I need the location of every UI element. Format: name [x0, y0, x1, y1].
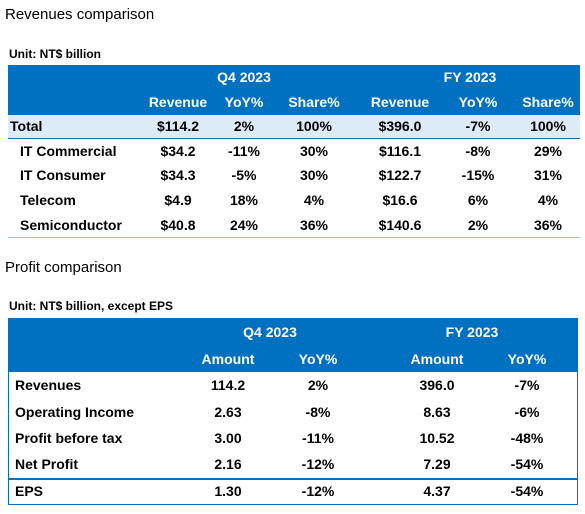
column-header: YoY% — [458, 93, 498, 110]
eps-separator — [8, 478, 578, 480]
column-header: Amount — [410, 350, 464, 367]
cell-value: 30% — [299, 167, 329, 184]
cell-value: -7% — [465, 118, 491, 135]
cell-value: -8% — [305, 404, 331, 421]
cell-value: -48% — [510, 430, 544, 447]
table-header-bg — [8, 318, 578, 372]
column-header: Revenue — [370, 93, 430, 110]
row-label: Revenues — [15, 377, 82, 394]
column-header: YoY% — [298, 350, 338, 367]
row-label: EPS — [15, 483, 44, 500]
table-bottom-line — [8, 237, 580, 238]
cell-value: $396.0 — [378, 118, 422, 135]
column-header: Share% — [288, 93, 340, 110]
group-header: FY 2023 — [443, 69, 497, 85]
cell-value: $114.2 — [156, 118, 200, 135]
row-label: Telecom — [20, 192, 76, 209]
cell-value: 31% — [533, 167, 563, 184]
cell-value: 7.29 — [423, 456, 451, 473]
row-label: Total — [10, 118, 43, 135]
cell-value: $40.8 — [160, 216, 196, 233]
cell-value: -11% — [302, 430, 334, 447]
cell-value: $116.1 — [378, 142, 422, 159]
cell-value: -11% — [228, 142, 260, 159]
cell-value: 114.2 — [210, 377, 246, 394]
unit-note: Unit: NT$ billion — [9, 47, 101, 61]
column-header: Revenue — [148, 93, 208, 110]
cell-value: 29% — [533, 142, 563, 159]
group-header: Q4 2023 — [243, 323, 297, 340]
cell-value: -12% — [301, 483, 335, 500]
cell-value: 24% — [229, 216, 259, 233]
row-label: Semiconductor — [20, 216, 122, 233]
table-header-bg — [8, 65, 580, 114]
group-header: FY 2023 — [445, 323, 499, 340]
group-header: Q4 2023 — [217, 69, 271, 85]
total-row-bg — [8, 114, 580, 139]
cell-value: 6% — [467, 192, 489, 209]
cell-value: 1.30 — [214, 483, 242, 500]
cell-value: 4.37 — [423, 483, 451, 500]
cell-value: 30% — [299, 142, 329, 159]
cell-value: -15% — [461, 167, 495, 184]
cell-value: 2.16 — [214, 456, 242, 473]
row-label: Profit before tax — [15, 430, 123, 447]
section-title: Profit comparison — [5, 259, 122, 276]
cell-value: 36% — [533, 216, 563, 233]
cell-value: $34.2 — [160, 142, 196, 159]
cell-value: -54% — [510, 483, 544, 500]
cell-value: 3.00 — [214, 430, 242, 447]
cell-value: 2.63 — [214, 404, 242, 421]
section-title: Revenues comparison — [5, 6, 155, 23]
cell-value: $34.3 — [160, 167, 196, 184]
cell-value: -7% — [514, 377, 540, 394]
cell-value: -8% — [465, 142, 491, 159]
cell-value: 100% — [530, 118, 566, 135]
column-header: YoY% — [507, 350, 547, 367]
cell-value: 10.52 — [419, 430, 455, 447]
cell-value: 100% — [296, 118, 332, 135]
cell-value: 8.63 — [423, 404, 451, 421]
cell-value: -5% — [231, 167, 257, 184]
cell-value: $140.6 — [378, 216, 422, 233]
column-header: Share% — [522, 93, 574, 110]
cell-value: -12% — [301, 456, 335, 473]
row-label: Net Profit — [15, 456, 78, 473]
cell-value: 36% — [299, 216, 329, 233]
cell-value: $4.9 — [164, 192, 192, 209]
row-label: IT Commercial — [20, 142, 117, 159]
row-label: IT Consumer — [20, 167, 106, 184]
unit-note: Unit: NT$ billion, except EPS — [9, 299, 174, 313]
cell-value: 2% — [233, 118, 255, 135]
column-header: Amount — [201, 350, 255, 367]
column-header: YoY% — [224, 93, 264, 110]
cell-value: 2% — [467, 216, 489, 233]
cell-value: $16.6 — [382, 192, 418, 209]
cell-value: 396.0 — [419, 377, 455, 394]
row-label: Operating Income — [15, 404, 135, 421]
cell-value: 2% — [307, 377, 329, 394]
cell-value: -54% — [510, 456, 544, 473]
cell-value: -6% — [514, 404, 540, 421]
cell-value: 4% — [537, 192, 559, 209]
cell-value: 4% — [303, 192, 325, 209]
cell-value: $122.7 — [378, 167, 422, 184]
cell-value: 18% — [229, 192, 259, 209]
